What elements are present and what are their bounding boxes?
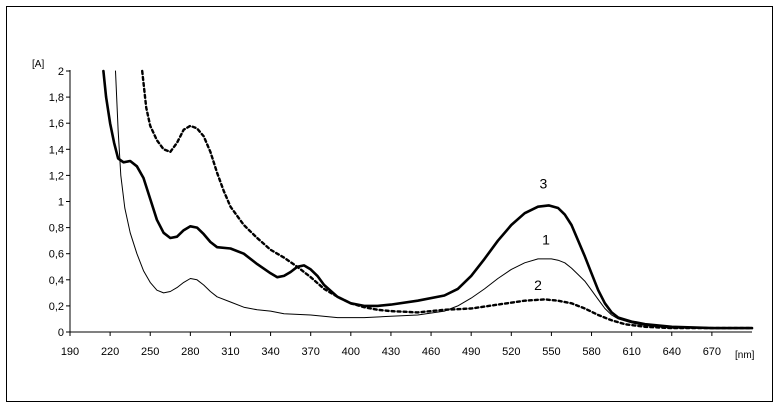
series-lines <box>102 69 754 330</box>
x-tick-label: 550 <box>542 346 560 358</box>
x-tick-label: 400 <box>342 346 360 358</box>
series-line-2 <box>141 69 754 330</box>
y-tick-label: 1,2 <box>49 170 64 182</box>
y-ticks: 0 0,2 0,4 0,6 0,8 1 1,2 1,4 1,6 1,8 2 <box>49 66 70 339</box>
x-ticks: 190 220 250 280 310 340 370 400 430 460 490 520 550 5… <box>61 332 721 358</box>
y-tick-label: 1 <box>58 197 64 209</box>
y-tick-label: 0,4 <box>49 275 64 287</box>
x-tick-label: 460 <box>422 346 440 358</box>
y-tick-label: 1,8 <box>49 92 64 104</box>
y-tick-label: 0,2 <box>49 301 64 313</box>
y-tick-label: 0,8 <box>49 223 64 235</box>
x-tick-label: 280 <box>181 346 199 358</box>
x-tick-label: 610 <box>622 346 640 358</box>
x-axis-label: [nm] <box>735 350 755 361</box>
y-tick-label: 1,6 <box>49 118 64 130</box>
x-tick-label: 190 <box>61 346 79 358</box>
x-tick-label: 370 <box>302 346 320 358</box>
series-line-1 <box>115 70 753 329</box>
y-tick-label: 0,6 <box>49 249 64 261</box>
y-tick-label: 1,4 <box>49 144 64 156</box>
series-line-3 <box>102 69 754 330</box>
x-tick-label: 670 <box>703 346 721 358</box>
x-tick-label: 250 <box>141 346 159 358</box>
chart-frame: 0 0,2 0,4 0,6 0,8 1 1,2 1,4 1,6 1,8 2 190 220 250 280… <box>6 6 773 402</box>
series-label-2: 2 <box>534 277 542 293</box>
series-labels: 1 2 3 <box>534 175 550 293</box>
x-tick-label: 490 <box>462 346 480 358</box>
x-tick-label: 220 <box>101 346 119 358</box>
x-tick-label: 430 <box>382 346 400 358</box>
x-tick-label: 640 <box>663 346 681 358</box>
x-tick-label: 580 <box>582 346 600 358</box>
series-label-3: 3 <box>539 175 547 191</box>
x-tick-label: 520 <box>502 346 520 358</box>
y-axis-label: [A] <box>32 59 44 70</box>
series-label-1: 1 <box>542 232 550 248</box>
y-tick-label: 0 <box>58 327 64 339</box>
absorbance-chart: 0 0,2 0,4 0,6 0,8 1 1,2 1,4 1,6 1,8 2 190 220 250 280… <box>32 59 755 361</box>
y-tick-label: 2 <box>58 66 64 78</box>
x-tick-label: 340 <box>261 346 279 358</box>
x-tick-label: 310 <box>221 346 239 358</box>
